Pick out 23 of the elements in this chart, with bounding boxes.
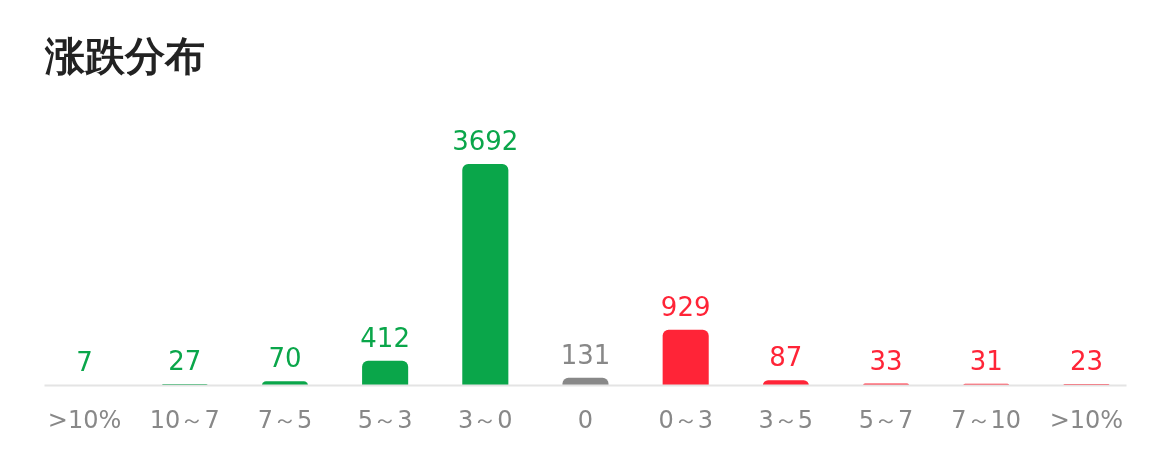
data-label: 27: [168, 345, 202, 376]
x-tick-label: 7～5: [257, 405, 313, 434]
data-label: 412: [360, 322, 410, 353]
x-tick-label: 3～0: [458, 405, 513, 434]
data-label: 23: [1069, 346, 1103, 377]
x-tick-label: 5～3: [357, 405, 413, 434]
x-tick-label: 3～5: [758, 405, 814, 434]
data-label: 3692: [452, 125, 519, 156]
data-label: 7: [76, 347, 93, 378]
x-tick-label: 10～7: [149, 405, 220, 434]
x-tick-label: 5～7: [858, 405, 914, 434]
x-tick-label: 7～10: [951, 405, 1022, 434]
data-label: 929: [660, 291, 711, 322]
x-tick-label: 0～3: [658, 405, 713, 434]
data-label: 31: [969, 345, 1003, 376]
x-tick-label: 0: [577, 405, 594, 434]
data-label: 33: [869, 345, 903, 376]
chart-title: 涨跌分布: [43, 32, 205, 79]
x-tick-label: >10%: [1049, 405, 1124, 434]
data-label: 70: [268, 343, 302, 374]
x-tick-label: >10%: [47, 405, 122, 434]
data-label: 131: [560, 339, 611, 370]
data-label: 87: [769, 342, 803, 373]
